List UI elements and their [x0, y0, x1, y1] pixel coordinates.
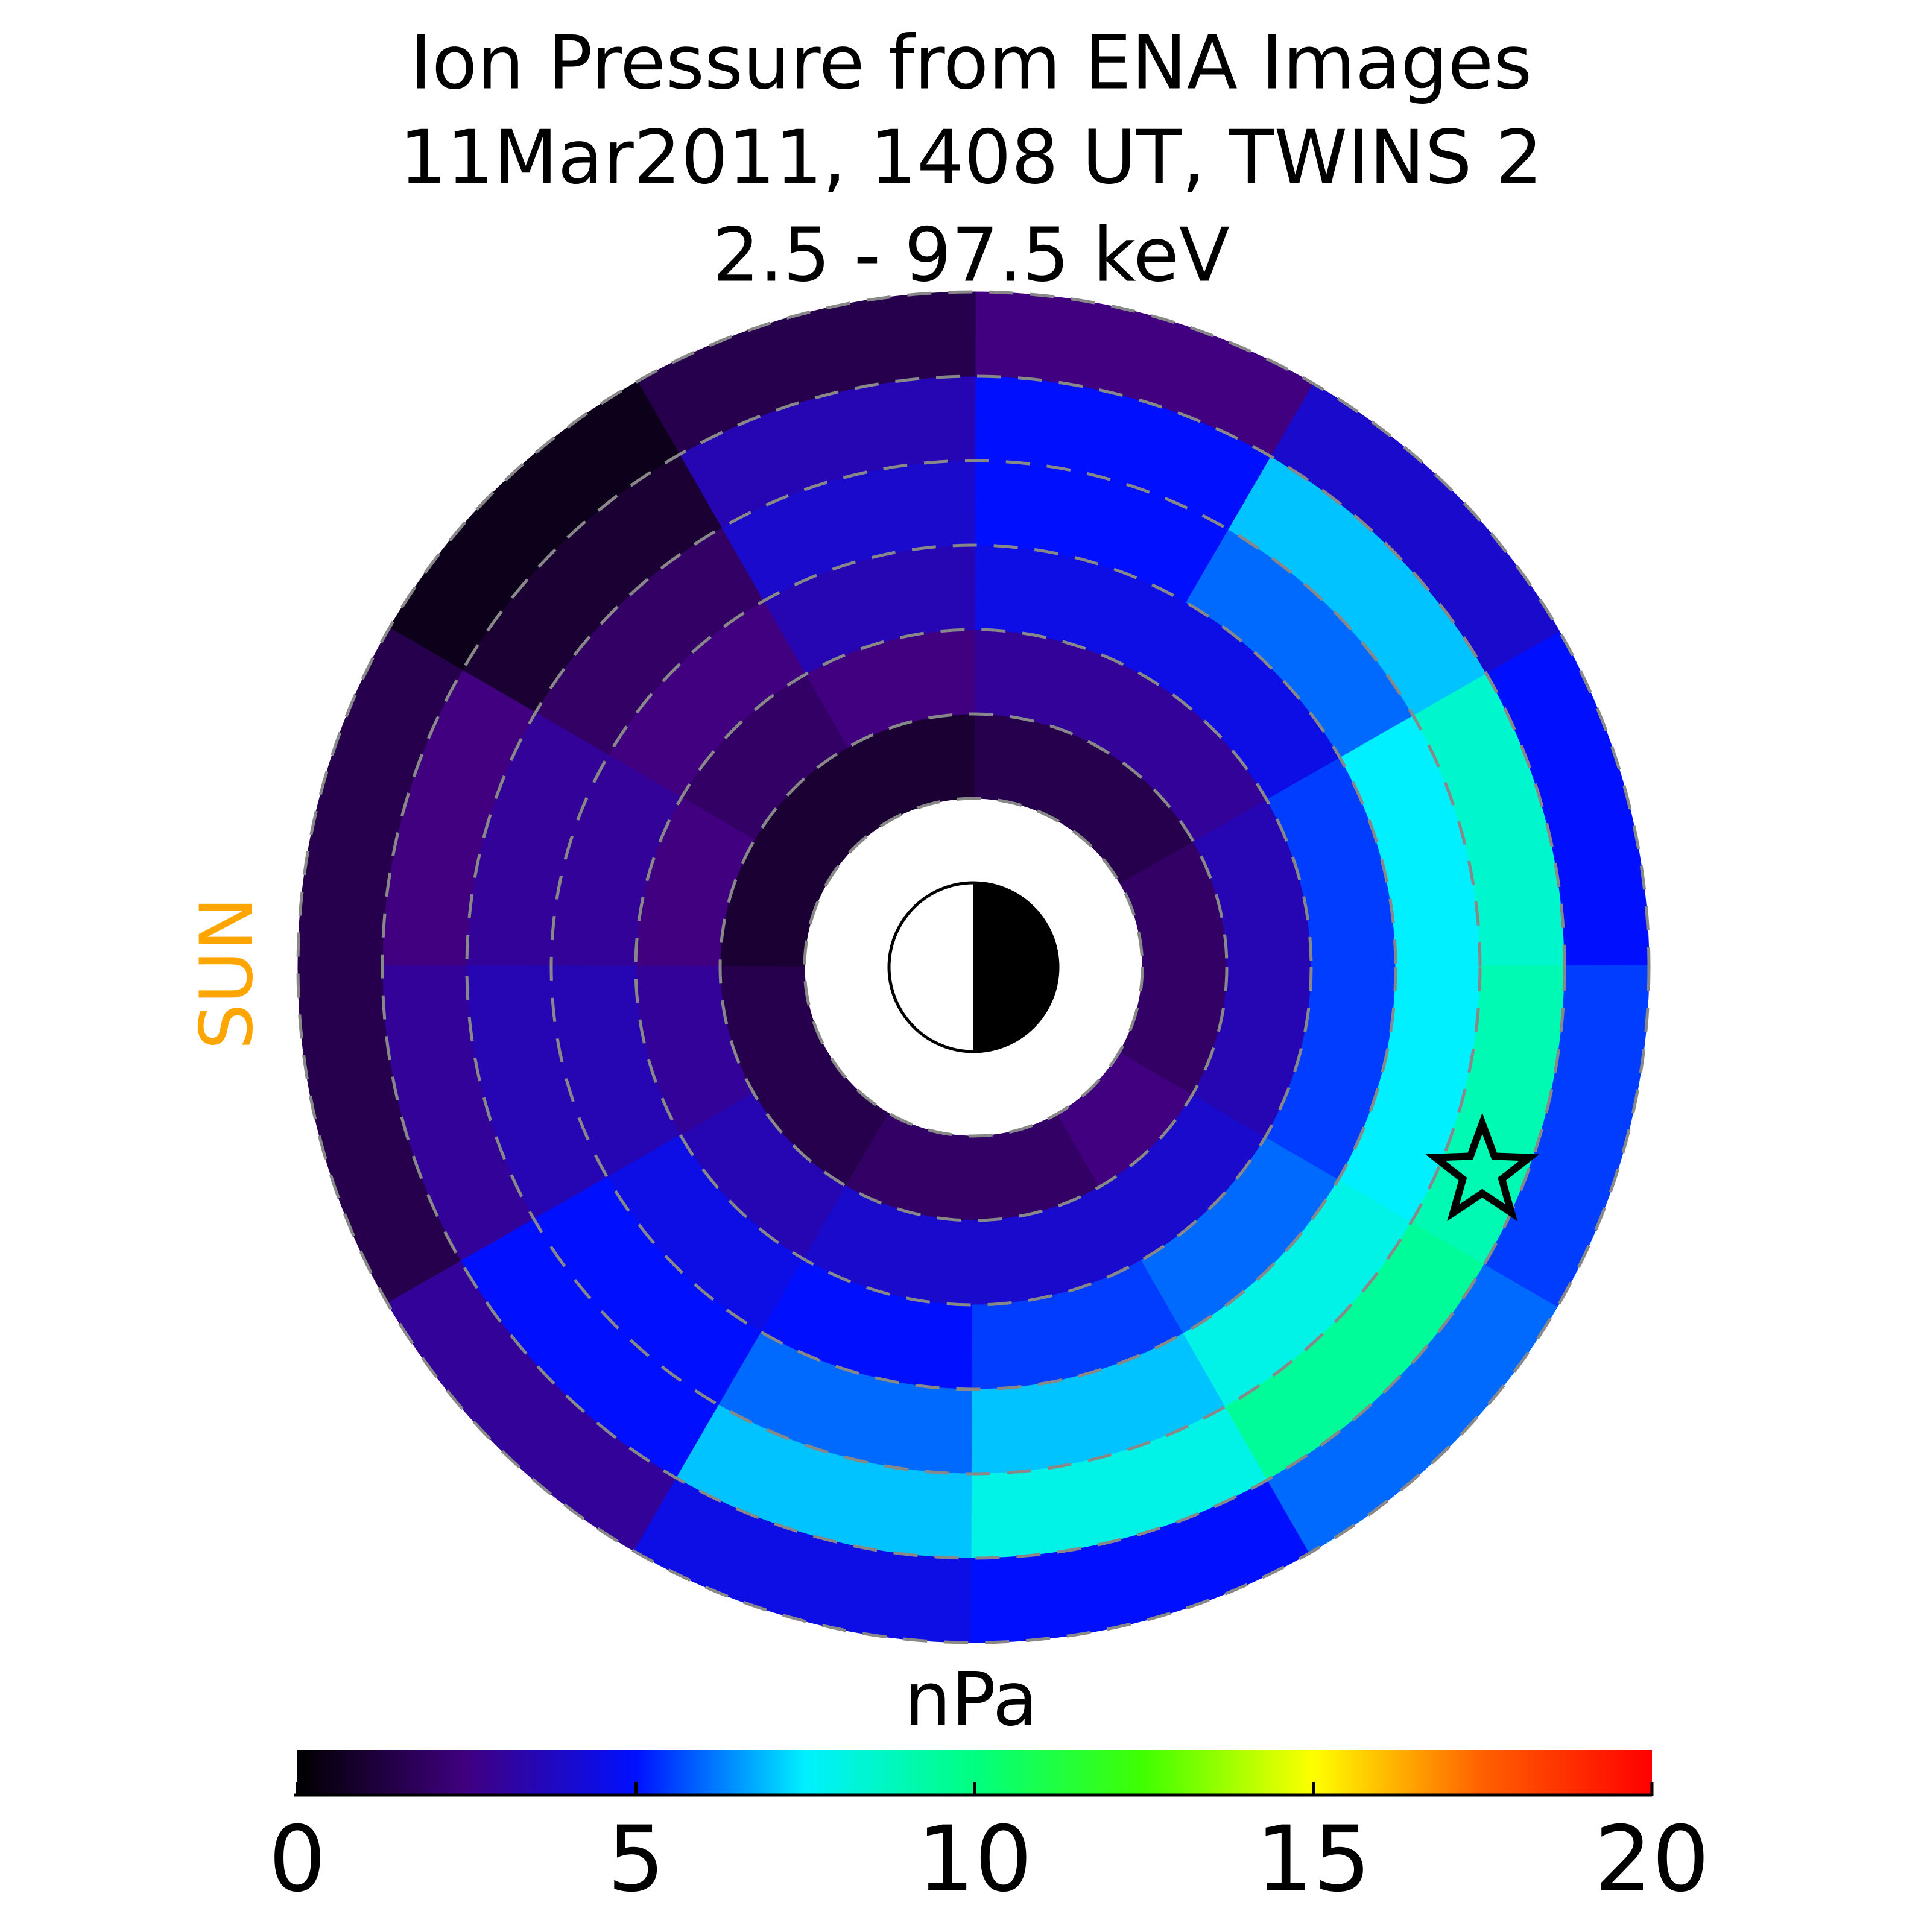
- grid-circle: [381, 374, 1566, 1560]
- grid-circle: [803, 797, 1144, 1138]
- colorbar-tick-label: 5: [607, 1807, 665, 1912]
- title-line: Ion Pressure from ENA Images: [410, 21, 1533, 107]
- grid: [296, 290, 1651, 1644]
- colorbar-tick-label: 0: [268, 1807, 326, 1912]
- sun-label: SUN: [186, 897, 270, 1050]
- earth-outline: [887, 881, 1060, 1053]
- title-line: 11Mar2011, 1408 UT, TWINS 2: [399, 115, 1543, 201]
- colorbar-tick-label: 15: [1256, 1807, 1371, 1912]
- title-line: 2.5 - 97.5 keV: [712, 213, 1230, 299]
- colorbar-tick-label: 10: [917, 1807, 1033, 1912]
- colorbar-label: nPa: [904, 1657, 1038, 1743]
- colorbar: 0 5 10 15 20: [268, 1750, 1709, 1912]
- star-marker: [1425, 1113, 1540, 1222]
- grid-circle: [549, 543, 1397, 1391]
- grid-circle: [634, 628, 1313, 1307]
- earth-symbol: [887, 881, 1060, 1053]
- earth-night: [973, 883, 1058, 1052]
- grid-circle: [465, 459, 1482, 1476]
- grid-circle: [296, 290, 1651, 1644]
- colorbar-tick-label: 20: [1595, 1807, 1710, 1912]
- grid-circle: [718, 712, 1229, 1222]
